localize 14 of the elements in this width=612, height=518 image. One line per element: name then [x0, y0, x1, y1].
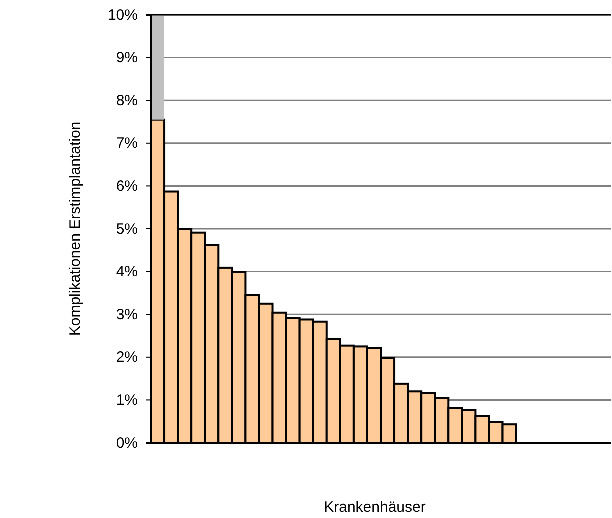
y-axis-title: Komplikationen Erstimplantation — [67, 122, 84, 336]
y-tick-label: 10% — [108, 6, 138, 24]
y-tick-label: 0% — [116, 434, 138, 452]
y-tick-label: 7% — [116, 135, 138, 152]
y-tick-label: 4% — [116, 264, 138, 281]
bar — [151, 15, 165, 120]
y-tick-label: 8% — [116, 92, 138, 110]
y-tick-label: 5% — [116, 220, 138, 238]
y-tick-label: 9% — [116, 50, 138, 67]
y-tick-label: 6% — [116, 178, 138, 195]
y-tick-label: 1% — [116, 392, 138, 409]
y-tick-label: 2% — [116, 349, 138, 366]
x-axis-title: Krankenhäuser — [324, 499, 426, 516]
y-tick-label: 3% — [116, 306, 138, 324]
